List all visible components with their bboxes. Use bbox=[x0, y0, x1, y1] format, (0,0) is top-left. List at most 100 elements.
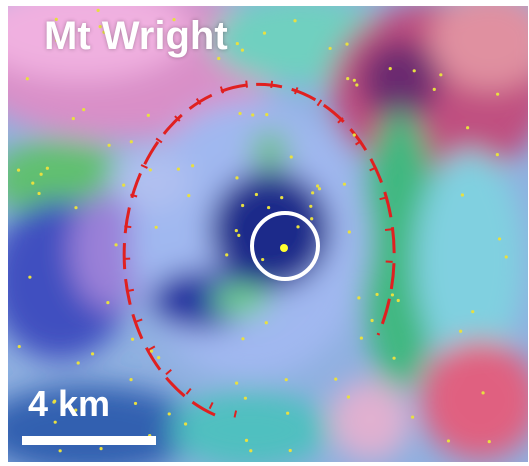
sample-dot bbox=[286, 411, 290, 415]
sample-dot bbox=[39, 172, 43, 176]
sample-dot bbox=[31, 181, 35, 185]
sample-dot bbox=[262, 31, 267, 35]
sample-dot bbox=[315, 184, 320, 188]
sample-dot bbox=[497, 237, 502, 241]
sample-dot bbox=[345, 42, 349, 46]
sample-dot bbox=[311, 191, 315, 195]
sample-dot bbox=[504, 255, 508, 259]
rim-tick bbox=[155, 137, 163, 144]
sample-dot bbox=[240, 48, 245, 52]
sample-dot bbox=[55, 38, 59, 43]
rim-tick bbox=[130, 193, 138, 198]
rim-tick bbox=[270, 80, 274, 89]
sample-dot bbox=[149, 349, 154, 353]
sample-dot bbox=[187, 194, 191, 198]
crater-rim bbox=[122, 82, 396, 417]
sample-dot bbox=[280, 195, 284, 200]
sample-dot bbox=[217, 56, 221, 61]
sample-dot bbox=[410, 415, 415, 419]
sample-dot bbox=[334, 377, 338, 381]
sample-dot bbox=[148, 168, 152, 172]
sample-dot bbox=[254, 192, 259, 197]
sample-dot bbox=[460, 193, 465, 197]
sample-dot bbox=[82, 108, 86, 112]
sample-dot bbox=[243, 396, 248, 400]
sample-dot bbox=[52, 400, 56, 404]
sample-dot bbox=[106, 301, 110, 305]
rim-tick bbox=[355, 139, 362, 146]
sample-dot bbox=[264, 321, 268, 325]
sample-dot bbox=[284, 378, 288, 382]
sample-dot bbox=[28, 275, 32, 279]
rim-tick bbox=[185, 388, 192, 395]
sample-dot bbox=[432, 87, 436, 91]
sample-dot bbox=[352, 78, 356, 82]
sample-dot bbox=[310, 217, 314, 221]
sample-dot bbox=[244, 438, 249, 442]
sample-dot bbox=[17, 344, 21, 349]
sample-dot bbox=[439, 73, 443, 77]
sample-dot bbox=[58, 449, 62, 453]
rim-tick bbox=[148, 345, 156, 351]
sample-dot bbox=[347, 230, 351, 234]
sample-dot bbox=[237, 233, 241, 237]
sample-dot bbox=[167, 412, 171, 416]
sample-dot bbox=[54, 17, 58, 21]
rim-ticks bbox=[123, 80, 393, 418]
sample-dot bbox=[235, 176, 239, 180]
sample-dot bbox=[267, 205, 271, 210]
sample-dot bbox=[251, 113, 255, 117]
scale-label: 4 km bbox=[28, 383, 111, 424]
map-title: Mt Wright bbox=[44, 14, 228, 58]
sample-dot bbox=[357, 296, 361, 300]
sample-dot bbox=[98, 25, 102, 29]
sample-dot bbox=[114, 243, 118, 247]
sample-dot bbox=[496, 92, 500, 96]
scale-bar bbox=[22, 436, 156, 445]
sample-dot bbox=[16, 168, 21, 172]
sample-dot bbox=[466, 126, 470, 130]
sample-dot bbox=[107, 143, 111, 147]
sample-dot bbox=[446, 439, 451, 443]
rim-tick bbox=[174, 115, 181, 122]
locality-point bbox=[280, 244, 288, 252]
sample-dot bbox=[346, 76, 350, 81]
sample-dot bbox=[238, 111, 242, 116]
rim-tick bbox=[165, 369, 172, 376]
rim-tick bbox=[195, 97, 202, 105]
sample-points bbox=[16, 8, 508, 453]
sample-dot bbox=[481, 391, 485, 395]
sample-dot bbox=[37, 191, 41, 196]
rim-tick bbox=[245, 80, 248, 88]
rim-tick bbox=[208, 401, 214, 410]
sample-dot bbox=[241, 203, 245, 208]
sample-dot bbox=[99, 447, 103, 451]
sample-dot bbox=[225, 253, 229, 257]
sample-dot bbox=[328, 46, 332, 51]
rim-tick bbox=[135, 318, 143, 323]
sample-dot bbox=[359, 336, 363, 340]
sample-dot bbox=[234, 229, 238, 233]
sample-dot bbox=[191, 164, 195, 168]
sample-dot bbox=[129, 377, 133, 382]
sample-dot bbox=[390, 293, 395, 297]
rim-tick bbox=[219, 86, 225, 94]
sample-dot bbox=[96, 8, 100, 13]
sample-dot bbox=[130, 337, 135, 341]
sample-dot bbox=[53, 420, 57, 424]
sample-dot bbox=[396, 298, 400, 303]
rim-tick bbox=[124, 225, 132, 229]
sample-dot bbox=[129, 140, 133, 144]
sample-dot bbox=[346, 395, 351, 399]
rim-tick bbox=[233, 410, 238, 418]
sample-dot bbox=[265, 113, 269, 117]
sample-dot bbox=[388, 67, 392, 71]
sample-dot bbox=[370, 318, 374, 323]
sample-dot bbox=[342, 182, 347, 186]
sample-dot bbox=[355, 83, 359, 87]
sample-dot bbox=[375, 292, 379, 297]
sample-dot bbox=[74, 408, 78, 412]
